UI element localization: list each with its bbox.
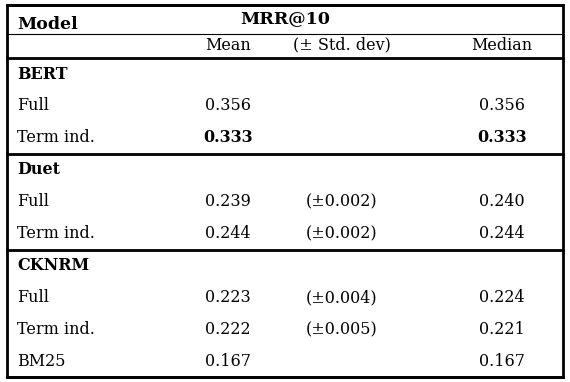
Text: Term ind.: Term ind. — [17, 225, 95, 242]
Text: 0.221: 0.221 — [479, 321, 524, 338]
Text: 0.223: 0.223 — [205, 289, 251, 306]
Text: 0.224: 0.224 — [479, 289, 524, 306]
Text: Full: Full — [17, 97, 49, 115]
Text: Median: Median — [471, 37, 532, 53]
Text: 0.333: 0.333 — [203, 129, 253, 146]
Text: 0.356: 0.356 — [479, 97, 524, 115]
Text: Full: Full — [17, 289, 49, 306]
Text: Model: Model — [17, 16, 78, 32]
Text: BERT: BERT — [17, 66, 68, 83]
Text: 0.167: 0.167 — [479, 353, 524, 370]
Text: Full: Full — [17, 193, 49, 210]
Text: Mean: Mean — [205, 37, 251, 53]
Text: (±0.004): (±0.004) — [306, 289, 378, 306]
Text: MRR@10: MRR@10 — [240, 10, 330, 27]
Text: 0.333: 0.333 — [477, 129, 527, 146]
Text: 0.356: 0.356 — [205, 97, 251, 115]
Text: Term ind.: Term ind. — [17, 129, 95, 146]
Text: BM25: BM25 — [17, 353, 66, 370]
Text: Duet: Duet — [17, 161, 60, 178]
Text: 0.239: 0.239 — [205, 193, 251, 210]
Text: 0.222: 0.222 — [205, 321, 251, 338]
Text: 0.244: 0.244 — [205, 225, 251, 242]
Text: (±0.005): (±0.005) — [306, 321, 378, 338]
Text: (±0.002): (±0.002) — [306, 225, 378, 242]
Text: 0.167: 0.167 — [205, 353, 251, 370]
Text: 0.240: 0.240 — [479, 193, 524, 210]
Text: 0.244: 0.244 — [479, 225, 524, 242]
Text: Term ind.: Term ind. — [17, 321, 95, 338]
Text: (± Std. dev): (± Std. dev) — [293, 37, 391, 53]
Text: CKNRM: CKNRM — [17, 257, 89, 274]
Text: (±0.002): (±0.002) — [306, 193, 378, 210]
